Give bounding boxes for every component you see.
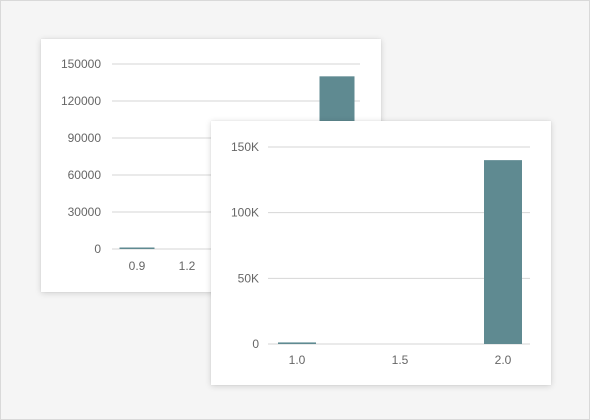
back-x-tick-label: 0.9 xyxy=(129,259,146,273)
front-y-tick-label: 50K xyxy=(238,271,259,285)
back-x-tick-label: 1.2 xyxy=(179,259,196,273)
front-bar-2 xyxy=(484,160,522,344)
back-y-tick-label: 60000 xyxy=(68,168,102,182)
front-x-tick-label: 1.0 xyxy=(289,353,306,367)
back-y-tick-label: 150000 xyxy=(61,57,101,71)
back-y-tick-label: 90000 xyxy=(68,131,102,145)
front-y-tick-label: 0 xyxy=(252,337,259,351)
front-x-tick-label: 2.0 xyxy=(495,353,512,367)
back-y-tick-label: 30000 xyxy=(68,205,102,219)
front-bar-0 xyxy=(278,342,316,344)
front-y-tick-label: 100K xyxy=(231,206,259,220)
back-y-tick-label: 0 xyxy=(94,242,101,256)
back-y-tick-label: 120000 xyxy=(61,94,101,108)
front-y-tick-label: 150K xyxy=(231,140,259,154)
chart-card-front: 0 50K 100K 150K 1.0 1.5 2.0 xyxy=(211,121,551,385)
front-x-tick-label: 1.5 xyxy=(392,353,409,367)
chart-front-svg: 0 50K 100K 150K 1.0 1.5 2.0 xyxy=(231,140,530,367)
back-bar-0 xyxy=(119,247,155,249)
